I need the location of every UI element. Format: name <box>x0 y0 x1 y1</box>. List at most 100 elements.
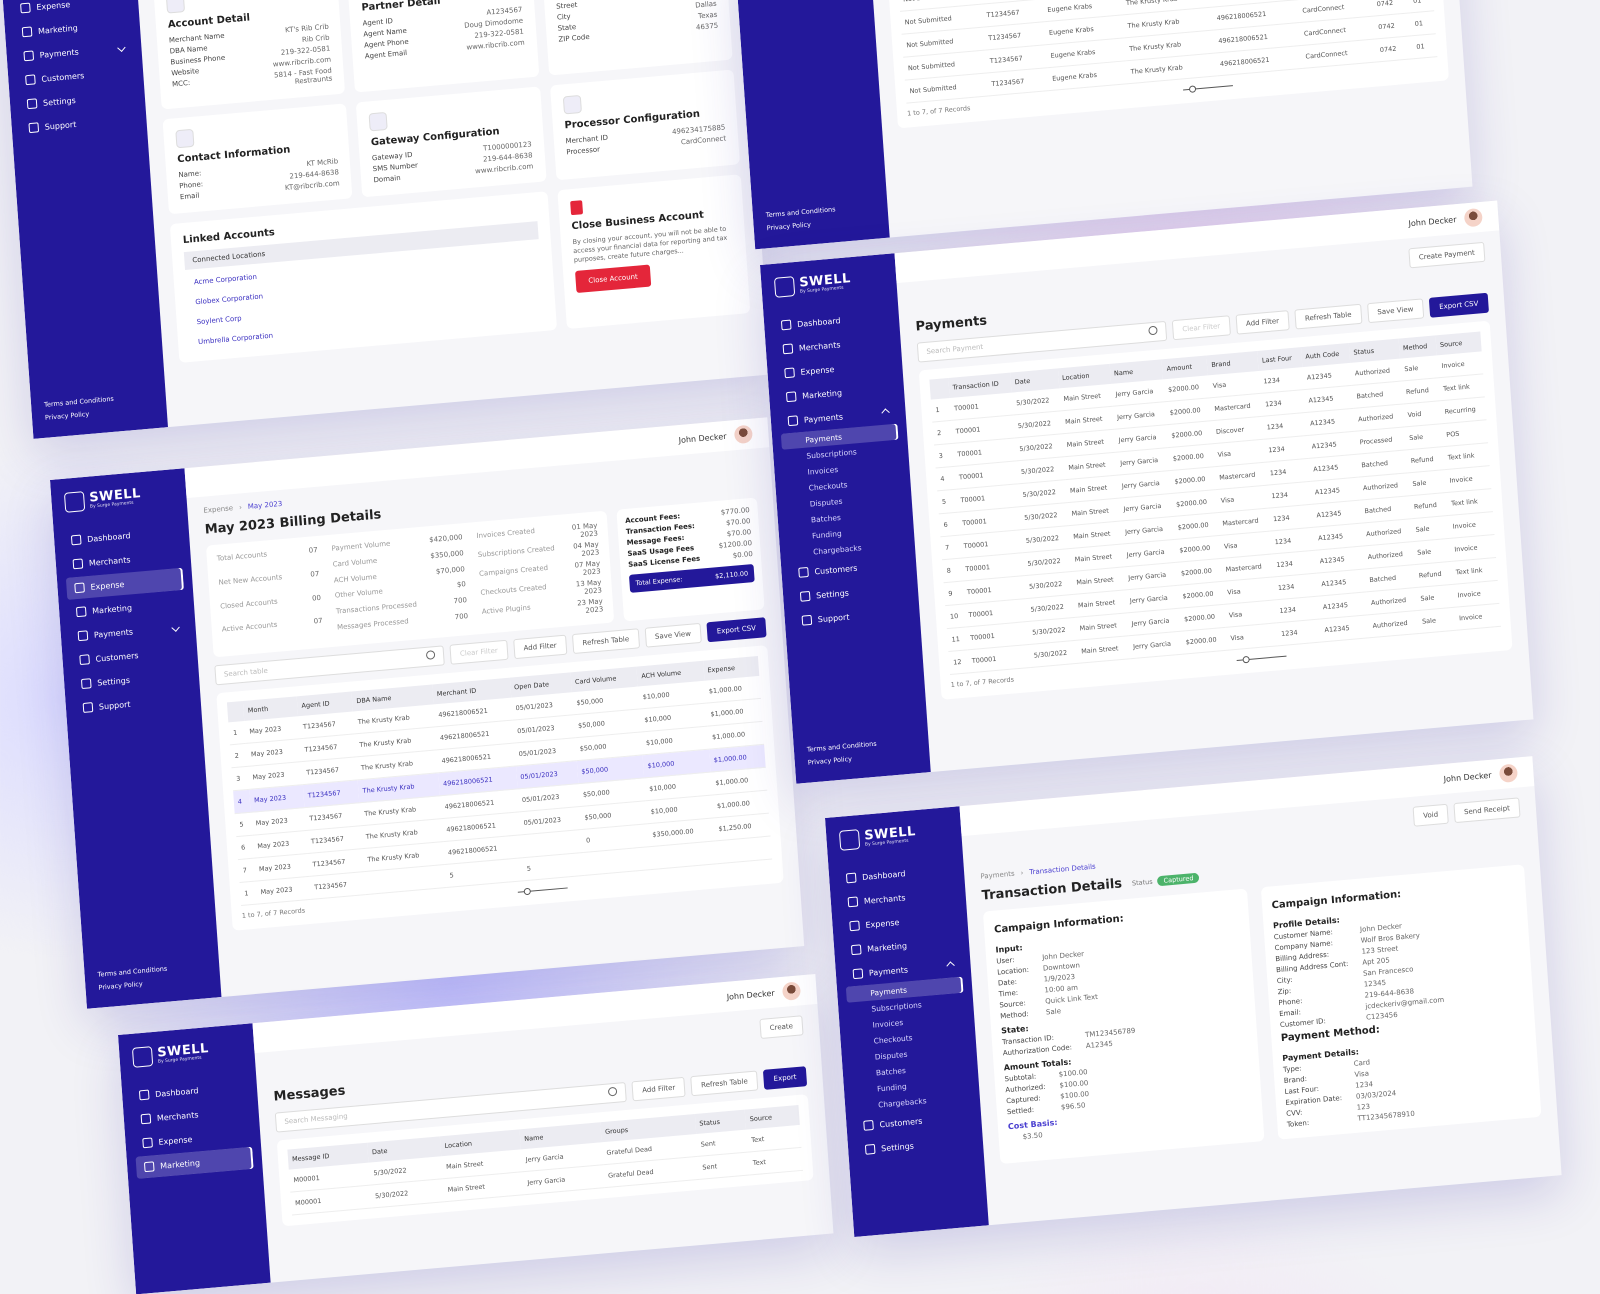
field-label: User: <box>996 956 1015 966</box>
table-cell: 01 <box>1409 10 1436 36</box>
close-card: Close Business Account By closing your ac… <box>556 174 751 330</box>
button[interactable]: Export <box>762 1066 808 1090</box>
button[interactable]: Refresh Table <box>1294 303 1363 330</box>
next-page[interactable] <box>1494 632 1503 642</box>
field-label: Agent Email <box>364 48 408 61</box>
content: Create Payment Payments Search Payment Clea… <box>897 230 1534 772</box>
card-icon <box>165 0 186 14</box>
card-icon <box>175 128 195 149</box>
field-label: Location: <box>996 965 1030 977</box>
button[interactable]: Refresh Table <box>571 628 640 655</box>
avatar[interactable] <box>1463 207 1483 228</box>
info-card: Partner Detail Agent ID A1234567 Agent Name… <box>346 0 540 93</box>
close-button[interactable]: Close Account <box>574 264 652 294</box>
user-name[interactable]: John Decker <box>678 431 727 445</box>
avatar[interactable] <box>781 981 802 1001</box>
field-label: Street <box>555 0 578 11</box>
page-slider[interactable] <box>517 886 568 893</box>
table-cell: 7 <box>237 858 256 883</box>
field-list: Gateway ID T1000000123 SMS Number 219-644-8… <box>372 140 534 184</box>
prev-page[interactable] <box>1168 86 1177 95</box>
field-label: Processor <box>566 145 601 157</box>
button[interactable]: Refresh Table <box>690 1070 759 1097</box>
page-slider[interactable] <box>1236 655 1287 661</box>
field-value: 07 May 2023 <box>574 559 601 577</box>
column-header[interactable] <box>226 701 245 723</box>
field-label: Active Plugins <box>481 603 531 616</box>
field-list: Total Accounts 07 Net New Accounts 07 Closed… <box>217 546 324 647</box>
page-title: Messages <box>273 1083 346 1105</box>
main: John Decker Create Payment Payments Search … <box>894 200 1534 773</box>
button[interactable]: Add Filter <box>631 1076 686 1102</box>
info-card: Gateway Configuration Gateway ID T10000001… <box>356 86 547 198</box>
table-panel: Transaction ID Date Location Name Amount Bran… <box>918 320 1513 700</box>
column-header[interactable] <box>929 378 950 400</box>
button[interactable]: Add Filter <box>512 634 568 660</box>
table-cell: 1 <box>930 397 951 423</box>
field-label <box>1008 1134 1009 1142</box>
page-title: Payments <box>915 313 988 335</box>
records-count: 1 to 7, of 7 Records <box>950 675 1015 689</box>
table-cell: 6 <box>236 835 255 860</box>
field-value: 07 <box>308 545 318 555</box>
page: Swell dashboard screens {"screens":[ {"n… <box>0 0 1600 1200</box>
table-cell: 1 <box>228 720 247 745</box>
field-label: Merchant ID <box>565 133 609 146</box>
field-label: Time: <box>998 988 1019 999</box>
details-grid: Campaign Information: Input: User: John Dec… <box>982 864 1542 1165</box>
sidebar: Terms and Conditions Privacy Policy <box>735 0 890 250</box>
table-cell: 3 <box>933 443 955 468</box>
screen: SWELL By Surge Payments Dashboard Merchants… <box>50 417 805 1009</box>
user-name[interactable]: John Decker <box>1408 214 1457 228</box>
table-cell: 4 <box>935 466 956 491</box>
avatar[interactable] <box>733 424 753 445</box>
button[interactable]: Export CSV <box>706 617 767 643</box>
table-panel: Not Submitted T1234567 Eugene Krabs The Kru… <box>886 0 1450 129</box>
field-label: Authorized: <box>1005 1082 1046 1095</box>
table-cell: Sale <box>1399 355 1439 382</box>
table-cell: Sent <box>697 1152 750 1180</box>
crumb[interactable]: May 2023 <box>247 499 283 511</box>
button[interactable]: Create <box>759 1015 804 1040</box>
button[interactable]: Clear Filter <box>449 639 509 665</box>
table-cell: 5 <box>937 489 958 514</box>
button[interactable]: Send Receipt <box>1453 797 1521 824</box>
crumb[interactable]: Payments <box>980 869 1015 881</box>
crumb[interactable]: Transaction Details <box>1029 862 1096 877</box>
next-page[interactable] <box>1430 63 1440 72</box>
table-cell: 5/30/2022 <box>370 1178 445 1209</box>
main: John Decker Void Send Receipt Payments › Tran… <box>959 756 1561 1225</box>
button[interactable]: Export CSV <box>1428 292 1489 318</box>
sidebar-footer: Terms and Conditions Privacy Policy <box>40 389 158 424</box>
fees-panel: Account Fees: $770.00 Transaction Fees: $70… <box>616 497 765 622</box>
nav-chevron <box>946 961 955 970</box>
table-cell: $2000.00 <box>1180 627 1228 655</box>
logo: SWELL By Surge Payments <box>835 821 953 851</box>
field-value: 23 May 2023 <box>576 597 604 615</box>
close-text: By closing your account, you will not be… <box>572 224 728 265</box>
user-name[interactable]: John Decker <box>726 988 775 1002</box>
field-list: Agent ID A1234567 Agent Name Doug Dimodome A… <box>362 6 525 61</box>
avatar[interactable] <box>1498 763 1519 784</box>
crumb[interactable]: Expense <box>203 504 234 515</box>
button[interactable]: Void <box>1412 803 1449 827</box>
button[interactable]: Add Filter <box>1235 310 1290 335</box>
table-cell: 12 <box>948 649 969 675</box>
button[interactable]: Save View <box>644 622 702 648</box>
prev-page[interactable] <box>1221 656 1231 666</box>
logo-mark <box>131 1046 154 1068</box>
button[interactable]: Save View <box>1366 298 1424 324</box>
prev-page[interactable] <box>502 888 512 897</box>
button[interactable]: Create Payment <box>1408 241 1486 269</box>
table-cell: Invoice <box>1454 603 1501 631</box>
info-card: Processor Configuration Merchant ID 496234… <box>549 69 740 181</box>
button[interactable]: Clear Filter <box>1171 315 1231 341</box>
next-page[interactable] <box>765 865 775 874</box>
status-badge: Captured <box>1157 872 1200 886</box>
user-name[interactable]: John Decker <box>1443 770 1492 784</box>
table-cell: 6 <box>938 512 960 537</box>
nav-chevron <box>171 623 180 632</box>
page-slider[interactable] <box>1183 84 1234 90</box>
field-label: Net New Accounts <box>218 572 283 587</box>
field-label: Phone: <box>178 180 204 191</box>
